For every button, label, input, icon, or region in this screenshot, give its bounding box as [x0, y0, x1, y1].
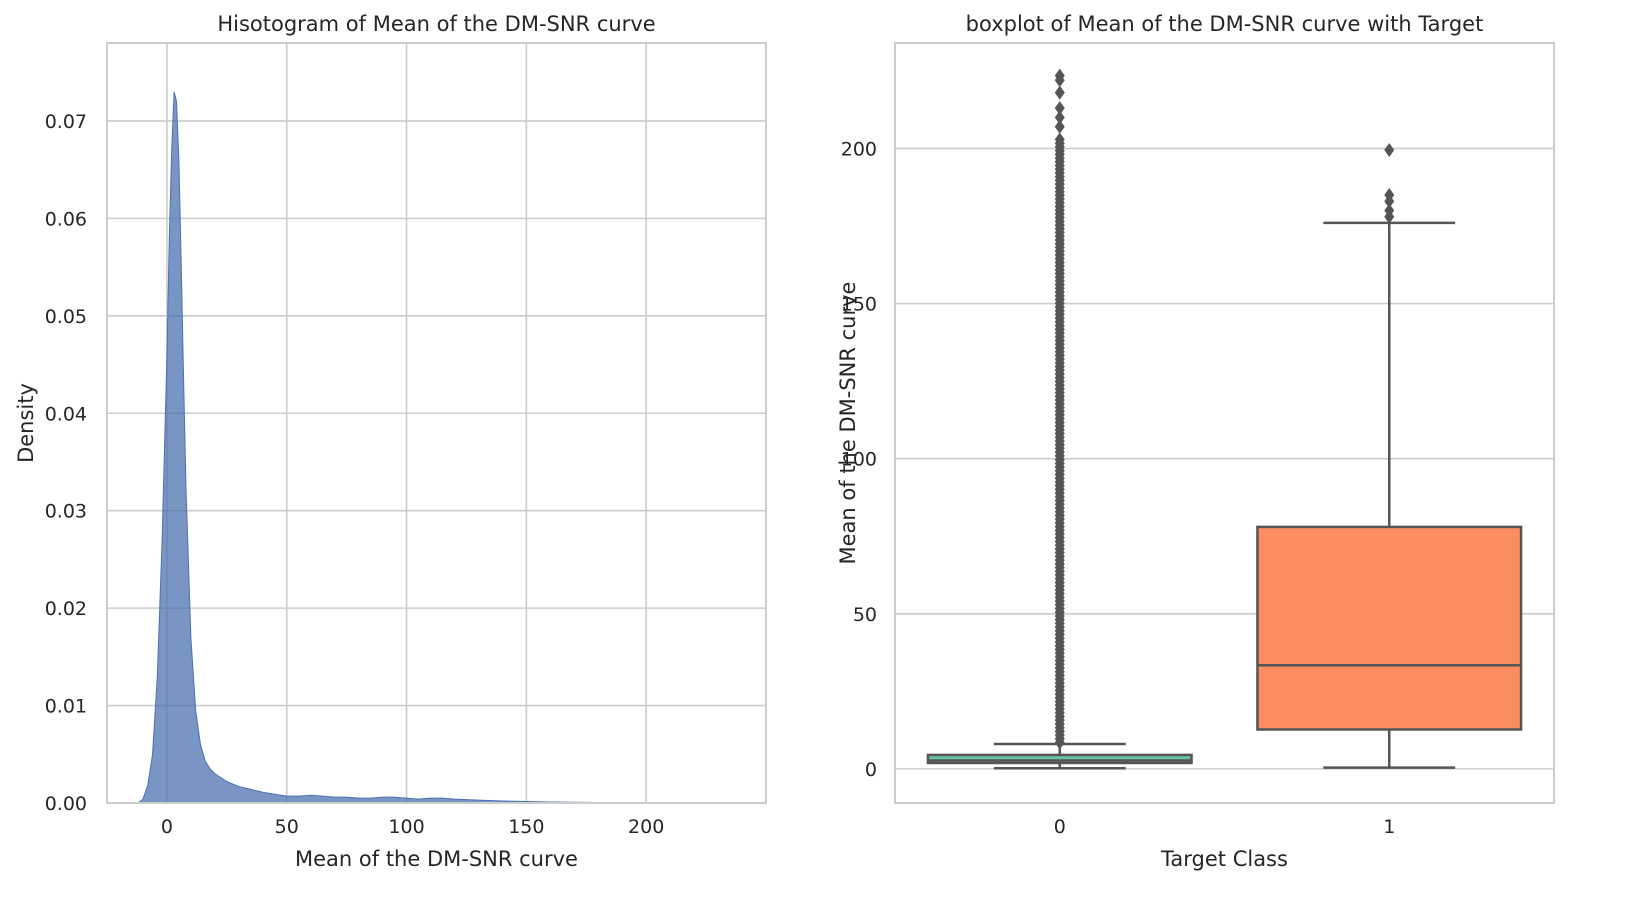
boxplot-x-tick-label: 1	[1383, 816, 1395, 838]
boxplot-title: boxplot of Mean of the DM-SNR curve with…	[966, 12, 1484, 36]
boxplot-marks	[926, 68, 1523, 770]
density-x-axis-label: Mean of the DM-SNR curve	[295, 847, 578, 871]
boxplot-outlier	[1054, 68, 1065, 83]
boxplot-y-axis-label: Mean of the DM-SNR curve	[836, 282, 860, 565]
density-y-axis-label: Density	[14, 383, 38, 463]
boxplot-y-ticks: 0 50 100 150 200	[841, 138, 877, 780]
density-x-tick-label: 200	[628, 816, 664, 838]
boxplot-y-tick-label: 150	[841, 294, 877, 316]
boxplot-frame	[894, 42, 1555, 804]
density-x-tick-label: 150	[508, 816, 544, 838]
boxplot-y-tick-label: 50	[853, 604, 877, 626]
density-y-tick-label: 0.01	[45, 696, 87, 718]
boxplot-outlier	[1054, 85, 1065, 100]
density-y-tick-label: 0.07	[45, 111, 87, 133]
density-y-tick-label: 0.00	[45, 793, 87, 815]
density-y-tick-label: 0.04	[45, 403, 87, 425]
density-y-tick-label: 0.03	[45, 501, 87, 523]
boxplot-box	[926, 753, 1193, 765]
density-y-ticks: 0.00 0.01 0.02 0.03 0.04 0.05 0.06 0.07	[45, 111, 87, 815]
boxplot-outlier	[1384, 188, 1395, 202]
boxplot-outlier	[1054, 132, 1065, 147]
boxplot-outlier	[1054, 110, 1065, 125]
boxplot-outlier	[1054, 101, 1065, 116]
density-x-tick-label: 100	[388, 816, 424, 838]
density-gridlines	[107, 43, 766, 804]
density-plot-title: Hisotogram of Mean of the DM-SNR curve	[217, 12, 655, 36]
boxplot-y-tick-label: 200	[841, 138, 877, 160]
boxplot-box	[1256, 525, 1523, 731]
density-plot-panel: 0 50 100 150 200 0.000.010.020.030.040.050.0…	[14, 12, 767, 871]
density-y-tick-label: 0.02	[45, 598, 87, 620]
density-plot-frame	[106, 42, 767, 804]
boxplot-outlier	[1384, 203, 1395, 218]
boxplot-x-axis-label: Target Class	[1160, 847, 1288, 871]
density-y-tick-label: 0.05	[45, 306, 87, 328]
boxplot-outlier	[1384, 143, 1395, 158]
density-area	[136, 91, 731, 804]
boxplot-y-tick-label: 0	[865, 759, 877, 781]
density-y-tick-label: 0.06	[45, 208, 87, 230]
density-x-tick-label: 50	[275, 816, 299, 838]
density-x-tick-label: 0	[161, 816, 173, 838]
boxplot-y-tick-label: 100	[841, 449, 877, 471]
boxplot-x-tick-label: 0	[1054, 816, 1066, 838]
boxplot-outlier	[1054, 119, 1065, 134]
density-x-ticks: 0 50 100 150 200	[161, 816, 664, 838]
